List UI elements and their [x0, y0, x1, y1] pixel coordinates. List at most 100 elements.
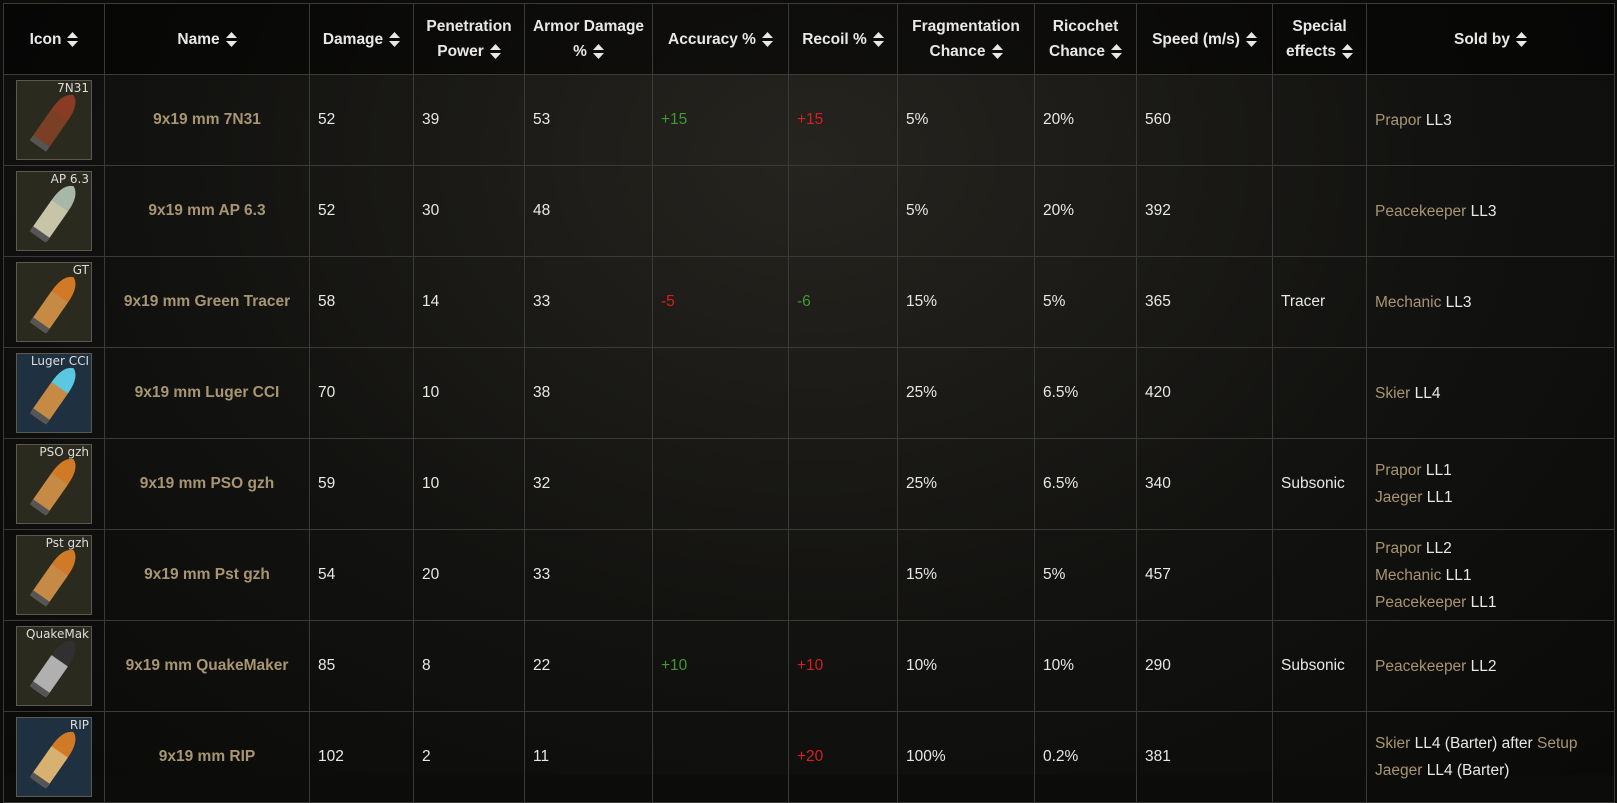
quest[interactable]: Setup — [1536, 735, 1578, 752]
speed: 365 — [1136, 256, 1273, 348]
accuracy-empty — [652, 438, 789, 530]
icon-label: RIP — [69, 718, 89, 732]
ammo-name[interactable]: 9x19 mm PSO gzh — [104, 438, 310, 530]
recoil: -6 — [788, 256, 898, 348]
penetration: 2 — [413, 711, 525, 803]
damage: 59 — [309, 438, 414, 530]
ammo-name[interactable]: 9x19 mm 7N31 — [104, 74, 310, 166]
loyalty-level: LL4 (Barter) — [1426, 762, 1510, 779]
damage: 58 — [309, 256, 414, 348]
ammo-name[interactable]: 9x19 mm AP 6.3 — [104, 165, 310, 257]
ammo-icon: RIP — [16, 717, 92, 797]
special-effects: Subsonic — [1272, 620, 1367, 712]
table-body: 7N31 9x19 mm 7N31 52 39 53 +15 +15 5% 20% 560 Prap… — [3, 74, 1615, 803]
column-header[interactable]: Recoil % — [788, 3, 898, 75]
ammo-name[interactable]: 9x19 mm RIP — [104, 711, 310, 803]
fragmentation: 25% — [897, 347, 1035, 439]
sort-icon — [761, 31, 773, 47]
loyalty-level: LL1 — [1426, 489, 1453, 506]
trader[interactable]: Jaeger — [1375, 489, 1423, 506]
penetration: 20 — [413, 529, 525, 621]
icon-cell: AP 6.3 — [3, 165, 105, 257]
icon-label: PSO gzh — [39, 445, 89, 459]
ammo-name[interactable]: 9x19 mm Luger CCI — [104, 347, 310, 439]
trader[interactable]: Mechanic — [1375, 566, 1442, 584]
column-header[interactable]: Special effects — [1272, 3, 1367, 75]
column-header[interactable]: Icon — [3, 3, 105, 75]
damage: 52 — [309, 165, 414, 257]
column-header[interactable]: Armor Damage % — [524, 3, 653, 75]
penetration: 14 — [413, 256, 525, 348]
fragmentation: 5% — [897, 74, 1035, 166]
bullet-image — [29, 367, 76, 425]
column-header[interactable]: Penetration Power — [413, 3, 525, 75]
loyalty-level: LL1 — [1470, 593, 1497, 611]
seller: Mechanic LL3 — [1375, 289, 1606, 316]
armor-damage: 32 — [524, 438, 653, 530]
speed: 340 — [1136, 438, 1273, 530]
recoil-empty — [788, 438, 898, 530]
sold-by: Prapor LL3 — [1366, 74, 1615, 166]
header-text: Icon — [29, 30, 62, 48]
icon-cell: Pst gzh — [3, 529, 105, 621]
column-header[interactable]: Name — [104, 3, 310, 75]
column-header[interactable]: Fragmentation Chance — [897, 3, 1035, 75]
header-text: Ricochet Chance — [1049, 18, 1119, 60]
armor-damage: 33 — [524, 529, 653, 621]
ricochet: 20% — [1034, 74, 1137, 166]
fragmentation: 5% — [897, 165, 1035, 257]
loyalty-level: LL4 — [1414, 384, 1441, 402]
ammo-row: QuakeMak 9x19 mm QuakeMaker 85 8 22 +10 +10 10%… — [3, 620, 1615, 712]
ammo-name[interactable]: 9x19 mm Pst gzh — [104, 529, 310, 621]
column-header[interactable]: Ricochet Chance — [1034, 3, 1137, 75]
column-header[interactable]: Sold by — [1366, 3, 1615, 75]
special-empty — [1272, 347, 1367, 439]
trader[interactable]: Prapor — [1375, 539, 1422, 557]
ammo-name[interactable]: 9x19 mm Green Tracer — [104, 256, 310, 348]
accuracy-empty — [652, 529, 789, 621]
armor-damage: 33 — [524, 256, 653, 348]
header-text: Penetration Power — [426, 18, 512, 60]
seller: Peacekeeper LL1 — [1375, 589, 1606, 616]
sold-by: Skier LL4 (Barter) after Setup Jaeger LL4… — [1366, 711, 1615, 803]
column-header[interactable]: Accuracy % — [652, 3, 789, 75]
loyalty-level: LL3 — [1445, 293, 1472, 311]
trader[interactable]: Peacekeeper — [1375, 657, 1467, 675]
icon-label: QuakeMak — [26, 627, 89, 641]
loyalty-level: LL1 — [1445, 566, 1472, 584]
loyalty-level: LL3 — [1470, 202, 1497, 220]
icon-label: Luger CCI — [30, 354, 89, 368]
header-text: Recoil % — [802, 30, 867, 48]
trader[interactable]: Peacekeeper — [1375, 202, 1467, 220]
ricochet: 5% — [1034, 529, 1137, 621]
recoil-empty — [788, 347, 898, 439]
column-header[interactable]: Speed (m/s) — [1136, 3, 1273, 75]
bullet-image — [29, 549, 76, 607]
ricochet: 0.2% — [1034, 711, 1137, 803]
trader[interactable]: Skier — [1375, 384, 1411, 402]
ammo-name[interactable]: 9x19 mm QuakeMaker — [104, 620, 310, 712]
trader[interactable]: Skier — [1375, 735, 1411, 752]
damage: 85 — [309, 620, 414, 712]
trader[interactable]: Prapor — [1375, 462, 1422, 479]
special-empty — [1272, 529, 1367, 621]
trader[interactable]: Jaeger — [1375, 762, 1423, 779]
ammo-row: RIP 9x19 mm RIP 102 2 11 +20 100% 0.2% 381 Skier … — [3, 711, 1615, 803]
trader[interactable]: Peacekeeper — [1375, 593, 1467, 611]
recoil: +15 — [788, 74, 898, 166]
ricochet: 6.5% — [1034, 438, 1137, 530]
column-header[interactable]: Damage — [309, 3, 414, 75]
armor-damage: 22 — [524, 620, 653, 712]
header-row: Icon Name Damage Penetration Power Armor Dam… — [3, 3, 1615, 75]
trader[interactable]: Mechanic — [1375, 293, 1442, 311]
ammo-icon: Pst gzh — [16, 535, 92, 615]
bullet-image — [29, 276, 76, 334]
speed: 392 — [1136, 165, 1273, 257]
trader[interactable]: Prapor — [1375, 111, 1422, 129]
ammo-table: Icon Name Damage Penetration Power Armor Dam… — [3, 3, 1615, 803]
speed: 381 — [1136, 711, 1273, 803]
armor-damage: 53 — [524, 74, 653, 166]
armor-damage: 11 — [524, 711, 653, 803]
loyalty-level: LL2 — [1470, 657, 1497, 675]
sold-by: Peacekeeper LL3 — [1366, 165, 1615, 257]
